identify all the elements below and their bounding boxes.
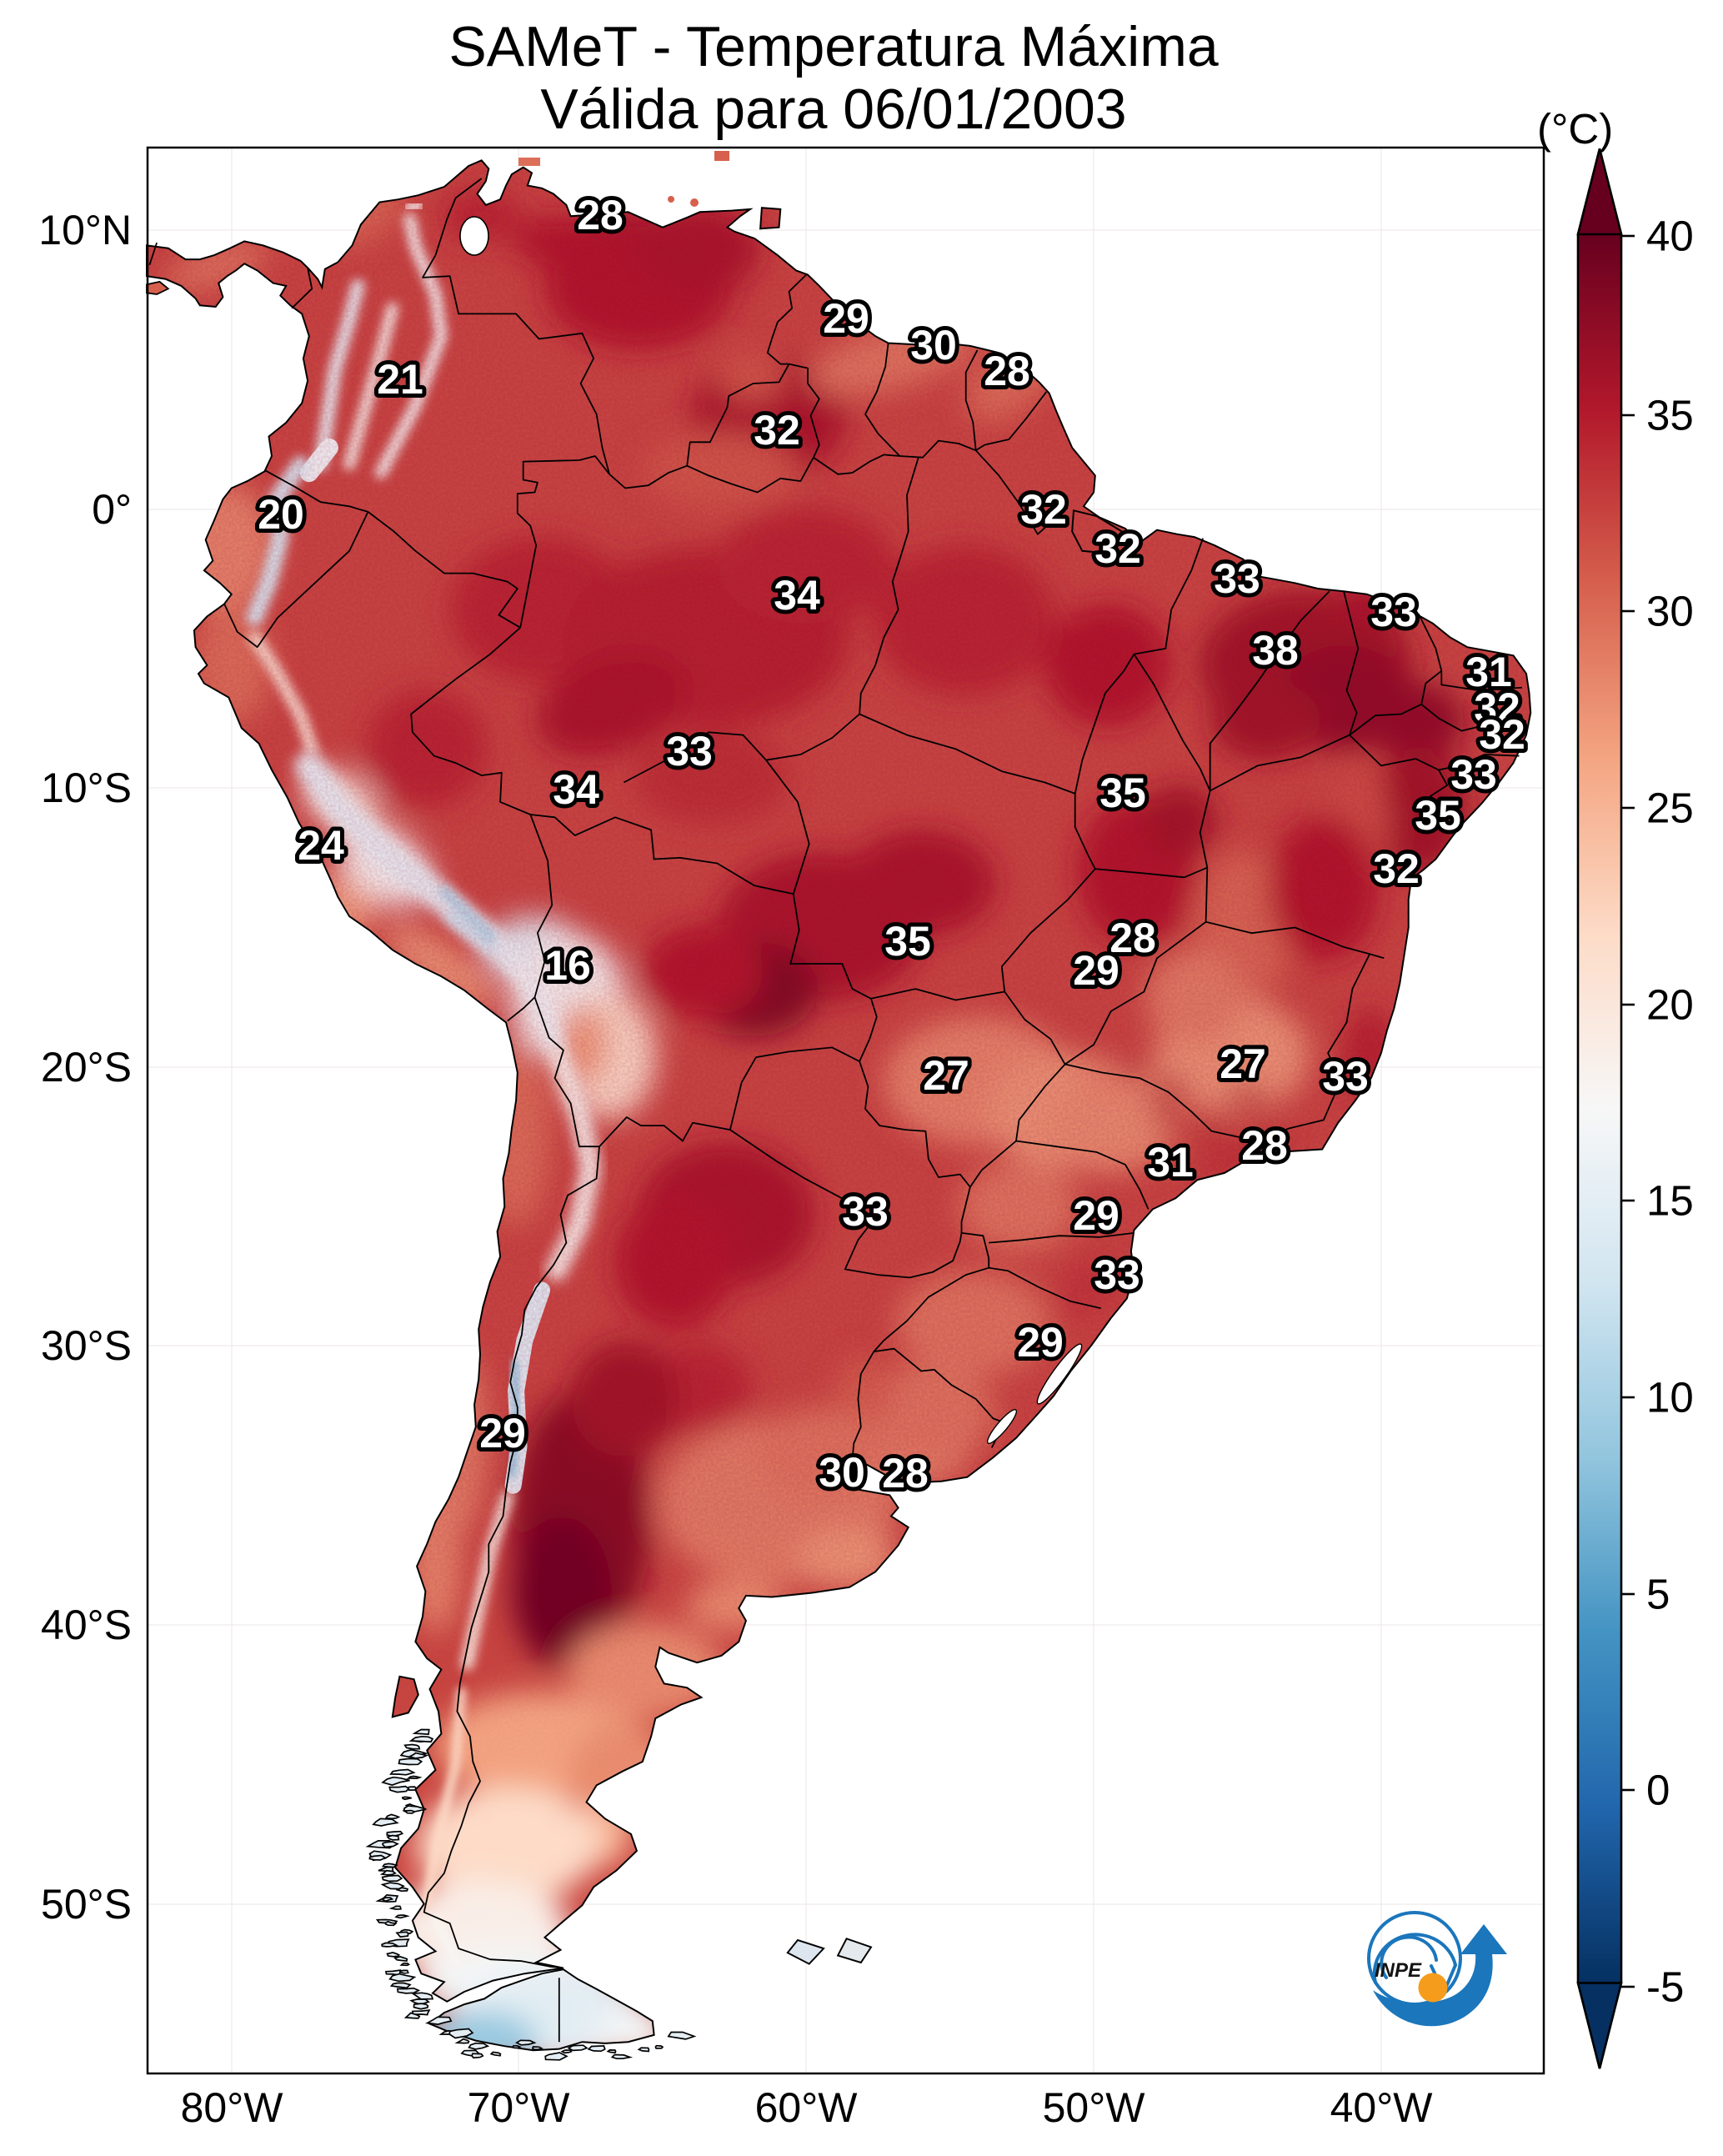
- svg-text:32: 32: [1479, 711, 1525, 758]
- svg-text:27: 27: [923, 1052, 969, 1099]
- svg-text:28: 28: [882, 1450, 929, 1497]
- svg-text:SAMeT - Temperatura Máxima: SAMeT - Temperatura Máxima: [448, 15, 1219, 78]
- svg-text:27: 27: [1220, 1040, 1266, 1087]
- svg-text:Válida para 06/01/2003: Válida para 06/01/2003: [540, 78, 1126, 141]
- svg-text:34: 34: [553, 766, 599, 813]
- svg-text:35: 35: [1646, 392, 1694, 439]
- svg-text:15: 15: [1646, 1177, 1694, 1225]
- svg-text:50°W: 50°W: [1043, 2084, 1146, 2131]
- svg-text:80°W: 80°W: [181, 2084, 284, 2131]
- svg-text:30: 30: [910, 322, 957, 369]
- svg-text:10°N: 10°N: [38, 207, 132, 253]
- svg-text:29: 29: [1073, 1192, 1119, 1239]
- svg-text:16: 16: [544, 942, 591, 989]
- svg-text:35: 35: [1099, 770, 1146, 816]
- svg-text:31: 31: [1147, 1139, 1194, 1186]
- svg-text:33: 33: [1370, 589, 1417, 635]
- svg-text:28: 28: [577, 192, 624, 238]
- svg-text:32: 32: [754, 407, 800, 454]
- svg-text:28: 28: [1109, 915, 1156, 961]
- svg-text:33: 33: [1450, 751, 1497, 798]
- svg-text:33: 33: [1094, 1251, 1140, 1298]
- svg-text:40: 40: [1646, 213, 1694, 260]
- svg-text:33: 33: [1214, 555, 1260, 602]
- svg-text:24: 24: [298, 822, 344, 869]
- svg-text:0°: 0°: [92, 486, 132, 533]
- svg-text:29: 29: [1073, 947, 1119, 994]
- svg-text:28: 28: [984, 348, 1030, 394]
- svg-text:29: 29: [479, 1410, 526, 1457]
- svg-text:(°C): (°C): [1537, 105, 1613, 153]
- svg-text:28: 28: [1241, 1122, 1288, 1169]
- svg-text:30: 30: [819, 1449, 865, 1496]
- svg-text:32: 32: [1094, 525, 1141, 572]
- svg-text:20°S: 20°S: [41, 1044, 132, 1091]
- svg-text:10: 10: [1646, 1374, 1694, 1421]
- svg-text:34: 34: [774, 572, 820, 619]
- svg-text:32: 32: [1373, 845, 1420, 892]
- svg-text:20: 20: [1646, 981, 1694, 1029]
- svg-text:40°W: 40°W: [1330, 2084, 1434, 2131]
- svg-text:25: 25: [1646, 785, 1694, 832]
- svg-text:33: 33: [666, 728, 713, 775]
- svg-text:70°W: 70°W: [468, 2084, 571, 2131]
- svg-text:-5: -5: [1646, 1963, 1684, 2011]
- svg-text:30: 30: [1646, 588, 1694, 635]
- svg-text:33: 33: [1322, 1053, 1369, 1100]
- svg-text:38: 38: [1252, 627, 1299, 674]
- svg-text:5: 5: [1646, 1571, 1670, 1618]
- svg-text:35: 35: [884, 918, 931, 965]
- svg-text:40°S: 40°S: [41, 1602, 132, 1648]
- svg-text:INPE: INPE: [1375, 1959, 1422, 1982]
- svg-text:10°S: 10°S: [41, 765, 132, 811]
- svg-text:21: 21: [377, 356, 423, 403]
- svg-text:32: 32: [1020, 486, 1067, 533]
- svg-text:60°W: 60°W: [755, 2084, 859, 2131]
- svg-text:0: 0: [1646, 1767, 1670, 1814]
- svg-text:29: 29: [1017, 1319, 1064, 1366]
- svg-text:31: 31: [1465, 649, 1512, 695]
- svg-text:32: 32: [1474, 684, 1520, 731]
- svg-text:33: 33: [842, 1188, 889, 1235]
- svg-text:29: 29: [823, 295, 869, 342]
- svg-text:50°S: 50°S: [41, 1881, 132, 1928]
- svg-text:35: 35: [1415, 792, 1461, 839]
- svg-text:30°S: 30°S: [41, 1322, 132, 1369]
- svg-text:20: 20: [258, 491, 304, 538]
